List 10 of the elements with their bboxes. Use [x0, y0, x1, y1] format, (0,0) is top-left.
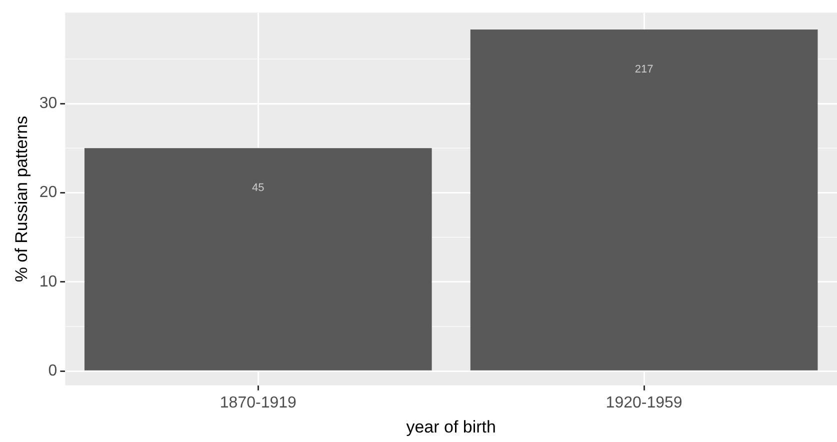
y-tick-label: 10: [39, 273, 58, 290]
x-tick-label: 1920-1959: [606, 394, 682, 412]
annotation: 45: [252, 182, 264, 194]
annotation: 217: [634, 64, 654, 76]
y-axis-title: % of Russian patterns: [12, 116, 31, 282]
x-tick-label: 1870-1919: [220, 394, 297, 412]
y-tick-label: 30: [39, 94, 58, 112]
y-tick-label: 20: [39, 184, 58, 202]
y-tick-label: 0: [48, 362, 58, 380]
x-axis-title: year of birth: [406, 417, 496, 436]
